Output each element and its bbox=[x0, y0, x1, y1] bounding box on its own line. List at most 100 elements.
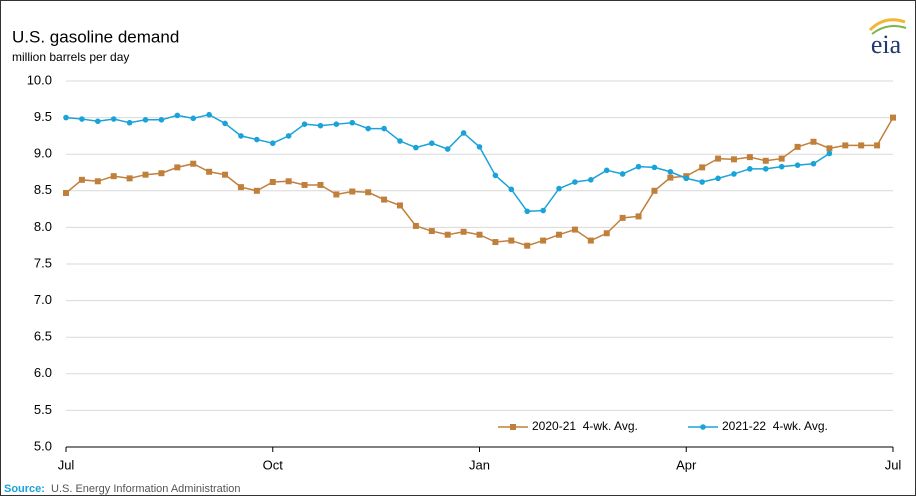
marker bbox=[842, 142, 849, 149]
marker bbox=[63, 114, 69, 121]
marker bbox=[95, 118, 101, 125]
marker bbox=[476, 231, 483, 238]
marker bbox=[826, 145, 833, 152]
marker bbox=[206, 168, 213, 175]
marker bbox=[254, 136, 260, 143]
marker bbox=[635, 163, 642, 170]
chart-subtitle: million barrels per day bbox=[12, 50, 129, 64]
marker bbox=[94, 178, 101, 185]
marker bbox=[700, 424, 706, 430]
marker bbox=[588, 177, 594, 183]
marker bbox=[858, 142, 865, 149]
marker bbox=[810, 160, 817, 167]
marker bbox=[253, 187, 260, 194]
marker bbox=[540, 207, 546, 214]
source: U.S. Energy Information Administration bbox=[51, 483, 241, 495]
marker bbox=[715, 175, 721, 182]
y-tick-label: 9.0 bbox=[34, 146, 52, 161]
marker bbox=[572, 179, 578, 185]
marker bbox=[524, 242, 531, 249]
marker bbox=[396, 202, 403, 209]
marker bbox=[413, 144, 419, 151]
marker bbox=[365, 125, 371, 132]
marker bbox=[333, 191, 340, 198]
source-label: Source: bbox=[4, 483, 45, 495]
marker bbox=[238, 133, 244, 139]
marker bbox=[269, 140, 276, 147]
marker bbox=[587, 237, 594, 244]
marker bbox=[524, 208, 531, 215]
marker bbox=[349, 119, 356, 126]
y-tick-label: 8.5 bbox=[34, 182, 52, 197]
marker bbox=[826, 150, 833, 157]
marker bbox=[540, 237, 547, 244]
marker bbox=[699, 164, 706, 171]
marker bbox=[237, 184, 244, 191]
marker bbox=[126, 175, 133, 182]
marker bbox=[412, 222, 419, 229]
marker bbox=[174, 112, 181, 119]
marker bbox=[349, 188, 356, 195]
marker bbox=[174, 164, 181, 171]
y-tick-label: 6.5 bbox=[34, 329, 52, 344]
x-tick-label: Jul bbox=[885, 457, 902, 472]
marker bbox=[603, 167, 610, 174]
logo-swoosh bbox=[868, 18, 906, 32]
marker bbox=[206, 111, 212, 118]
marker bbox=[508, 237, 515, 244]
marker bbox=[428, 228, 435, 235]
y-tick-label: 5.0 bbox=[34, 438, 52, 453]
marker bbox=[635, 213, 642, 220]
marker bbox=[651, 187, 658, 194]
marker bbox=[619, 171, 626, 177]
marker bbox=[190, 160, 197, 167]
x-tick-label: Oct bbox=[263, 457, 284, 472]
marker bbox=[778, 163, 785, 170]
y-tick-label: 5.5 bbox=[34, 402, 52, 417]
marker bbox=[444, 231, 451, 238]
marker bbox=[762, 166, 769, 172]
marker bbox=[492, 172, 499, 179]
marker bbox=[317, 122, 324, 129]
marker bbox=[63, 189, 69, 196]
marker bbox=[301, 181, 308, 188]
y-tick-label: 9.5 bbox=[34, 109, 52, 124]
marker bbox=[699, 179, 705, 185]
marker bbox=[747, 166, 753, 172]
x-tick-label: Jan bbox=[469, 457, 490, 472]
marker bbox=[571, 226, 578, 233]
marker bbox=[510, 424, 516, 430]
marker bbox=[317, 181, 324, 188]
marker bbox=[556, 231, 563, 238]
marker bbox=[79, 116, 85, 122]
marker bbox=[142, 116, 149, 123]
marker bbox=[667, 174, 674, 181]
marker bbox=[746, 154, 753, 161]
marker bbox=[142, 171, 149, 178]
marker bbox=[810, 138, 817, 145]
legend-label: 2021-22 4-wk. Avg. bbox=[722, 419, 828, 433]
marker bbox=[126, 119, 133, 126]
marker bbox=[492, 239, 499, 246]
marker bbox=[890, 114, 896, 121]
marker bbox=[269, 179, 276, 186]
chart-title: U.S. gasoline demand bbox=[12, 27, 179, 46]
marker bbox=[731, 171, 737, 177]
marker bbox=[667, 168, 674, 175]
marker bbox=[381, 125, 387, 132]
marker bbox=[778, 155, 785, 162]
marker bbox=[619, 214, 626, 221]
marker bbox=[285, 133, 292, 139]
marker bbox=[444, 146, 451, 152]
marker bbox=[556, 185, 562, 192]
marker bbox=[158, 170, 165, 177]
x-tick-label: Jul bbox=[58, 457, 75, 472]
marker bbox=[476, 144, 483, 150]
y-tick-label: 6.0 bbox=[34, 365, 52, 380]
marker bbox=[651, 164, 658, 171]
x-tick-label: Apr bbox=[676, 457, 697, 472]
marker bbox=[78, 176, 85, 183]
marker bbox=[428, 140, 435, 147]
marker bbox=[110, 116, 117, 122]
marker bbox=[190, 115, 197, 122]
